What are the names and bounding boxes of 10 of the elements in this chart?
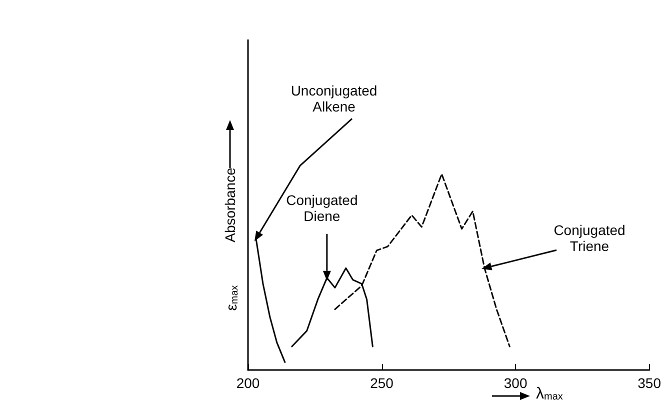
x-tick-label: 200 (236, 375, 260, 391)
text: εmax (224, 285, 240, 311)
y-axis-title: Absorbance (222, 167, 238, 242)
x-tick-label: 250 (370, 375, 394, 391)
x-axis-title: λmax (536, 386, 563, 402)
annotation: Conjugated Diene (286, 192, 358, 224)
x-tick-label: 350 (638, 375, 662, 391)
annotation: Unconjugated Alkene (290, 82, 378, 115)
x-tick-label: 300 (504, 375, 528, 391)
annotation: Conjugated Triene (554, 222, 626, 254)
